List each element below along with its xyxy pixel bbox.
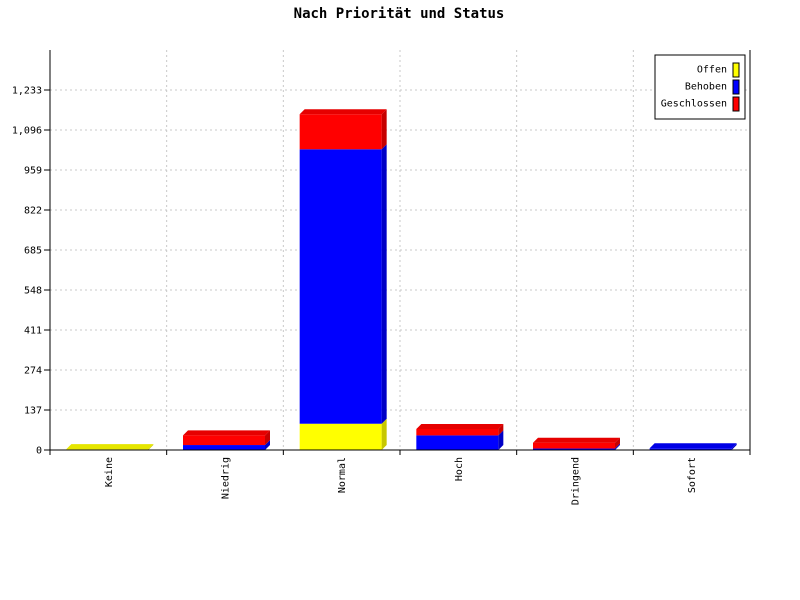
x-tick-label: Dringend [571, 457, 582, 505]
bar-segment [183, 435, 265, 446]
bar-segment-side [498, 423, 504, 436]
bar-segment [299, 114, 382, 150]
bar-segment-top [416, 423, 504, 429]
bar-segment-side [381, 109, 387, 150]
bar-segment [183, 445, 265, 450]
x-tick-label: Keine [104, 457, 115, 487]
bar-segment-side [381, 418, 387, 450]
chart-title: Nach Priorität und Status [294, 6, 505, 22]
bar-segment-side [731, 443, 737, 450]
y-tick-label: 411 [24, 326, 42, 337]
bar-segment-side [615, 437, 620, 449]
x-tick-label: Niedrig [221, 457, 232, 499]
bar-segment-top [66, 444, 154, 450]
bar-segment-top [183, 430, 270, 436]
legend-swatch [732, 62, 740, 78]
bar-segment-top [649, 443, 737, 449]
bar-segment-side [381, 144, 387, 424]
bar-segment-top [533, 437, 620, 443]
y-tick-label: 822 [24, 206, 42, 217]
bar-segment [416, 435, 499, 450]
bar-segment [649, 448, 732, 450]
legend-swatch [732, 96, 740, 112]
y-tick-label: 1,096 [12, 126, 42, 137]
y-tick-label: 959 [24, 166, 42, 177]
bar-segment [533, 442, 615, 449]
y-tick-label: 137 [24, 406, 42, 417]
legend-swatch [732, 79, 740, 95]
bar-segment-top [299, 109, 387, 115]
axes: 0 137 274 411 548 685 822 959 1,096 1,233 Keine Nie… [12, 50, 751, 505]
legend-box [654, 54, 746, 120]
bar-segment-side [498, 430, 504, 450]
y-tick-label: 1,233 [12, 86, 42, 97]
y-tick-label: 685 [24, 246, 42, 257]
legend-label: Offen [697, 65, 727, 76]
y-tick-label: 0 [36, 446, 42, 457]
bar-segment [416, 428, 499, 436]
bar-segment-side [148, 444, 154, 450]
bar-segment-side [265, 430, 270, 446]
y-tick-label: 548 [24, 286, 42, 297]
bar-segment-side [265, 440, 270, 450]
x-tick-label: Sofort [687, 457, 698, 493]
grid [50, 50, 750, 450]
x-tick-label: Hoch [454, 457, 465, 481]
legend: Offen Behoben Geschlossen [654, 54, 746, 120]
bar-segment [299, 423, 382, 450]
legend-label: Geschlossen [661, 99, 727, 110]
bars [66, 109, 737, 450]
x-tick-label: Normal [337, 457, 348, 493]
bar-segment-side [615, 443, 620, 450]
legend-label: Behoben [685, 82, 727, 93]
bar-segment [533, 448, 615, 450]
bar-segment [299, 149, 382, 424]
y-tick-label: 274 [24, 366, 42, 377]
